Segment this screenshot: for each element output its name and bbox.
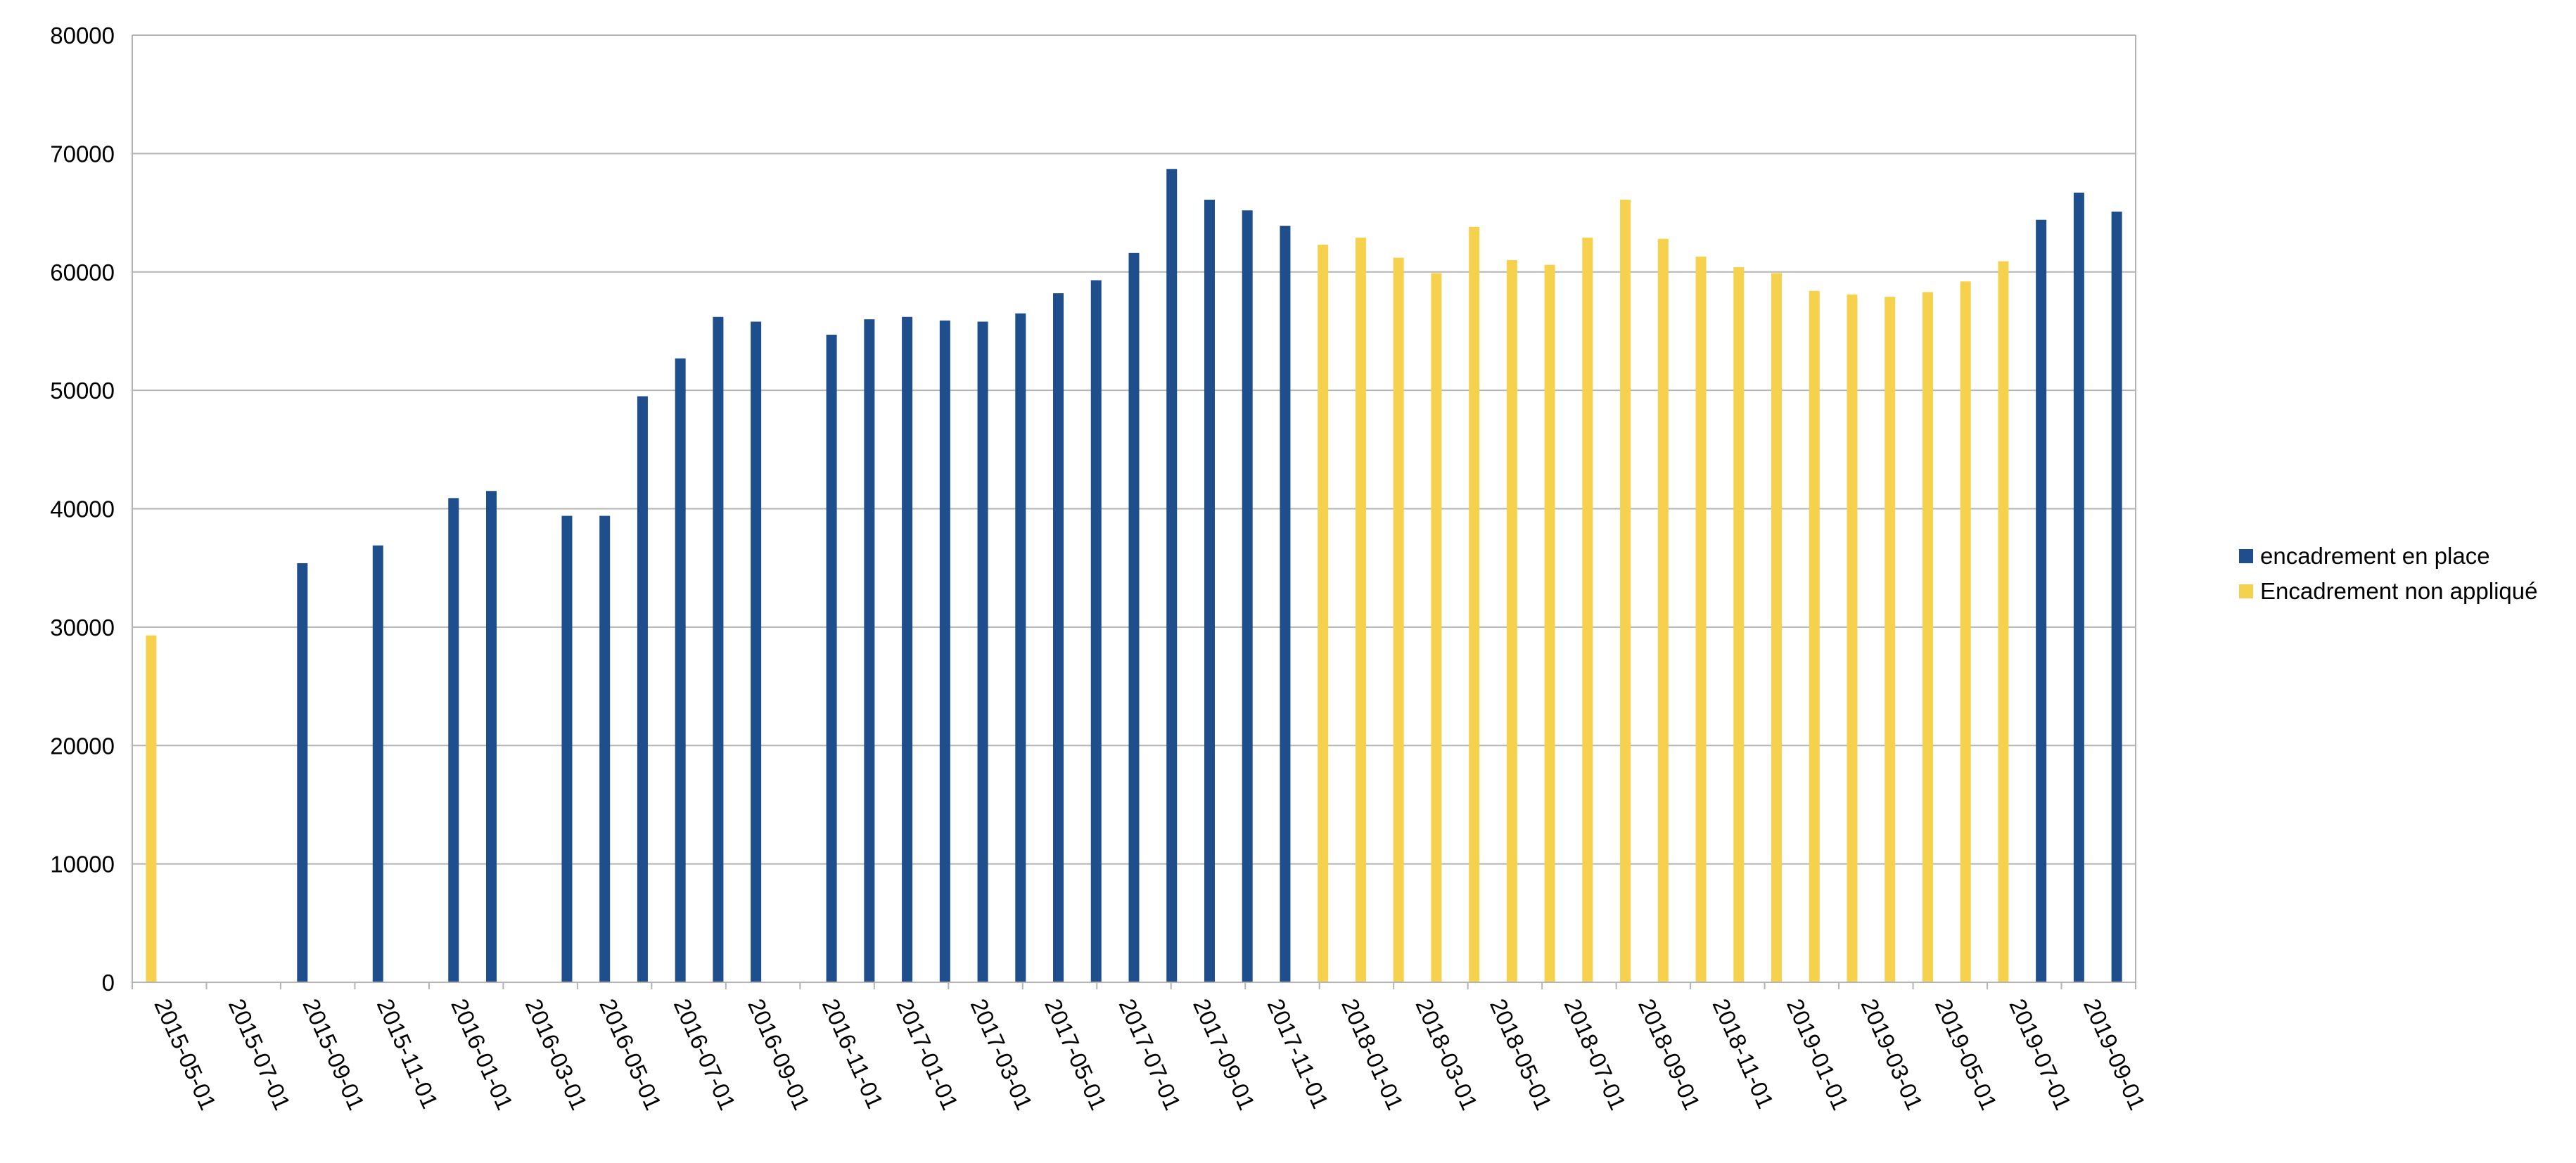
legend-label-series-1: encadrement en place (2260, 543, 2490, 569)
x-tick-label: 2017-03-01 (966, 995, 1038, 1114)
y-tick-label: 50000 (50, 378, 115, 404)
x-tick-label: 2017-07-01 (1114, 995, 1186, 1114)
bar-series-1 (1280, 226, 1291, 982)
x-tick-label: 2015-09-01 (298, 995, 369, 1114)
x-tick-label: 2019-05-01 (1930, 995, 2002, 1114)
legend-swatch-series-1 (2239, 549, 2253, 563)
y-tick-label: 80000 (50, 23, 115, 49)
x-tick-label: 2018-01-01 (1337, 995, 1408, 1114)
bar-series-1 (637, 396, 648, 982)
x-tick-label: 2016-11-01 (817, 995, 888, 1112)
bar-series-1 (1242, 210, 1253, 982)
bar-series-1 (448, 498, 459, 982)
x-tick-label: 2018-11-01 (1707, 995, 1778, 1112)
y-axis-ticks: 0 10000 20000 30000 40000 50000 60000 70000 8000… (50, 23, 115, 996)
y-tick-label: 0 (102, 970, 115, 996)
bar-series-1 (1053, 293, 1064, 982)
bar-series-1 (1015, 313, 1026, 982)
bar-series-1 (561, 515, 573, 982)
y-tick-label: 70000 (50, 141, 115, 167)
x-tick-label: 2017-05-01 (1040, 995, 1111, 1114)
x-axis-ticks: 2015-05-01 2015-07-01 2015-09-01 2015-11-01… (149, 995, 2150, 1114)
bar-series-2 (1847, 294, 1858, 983)
bar-series-1 (485, 491, 497, 982)
bars (146, 169, 2122, 983)
legend-label-series-2: Encadrement non appliqué (2260, 578, 2537, 604)
bar-series-1 (1090, 280, 1102, 982)
bar-series-2 (1431, 273, 1442, 983)
bar-series-2 (1620, 200, 1631, 982)
y-tick-label: 10000 (50, 852, 115, 878)
bar-series-2 (146, 635, 157, 982)
x-tick-label: 2019-07-01 (2004, 995, 2076, 1114)
bar-series-2 (1733, 267, 1745, 982)
bar-series-1 (2036, 219, 2047, 982)
legend: encadrement en place Encadrement non app… (2239, 543, 2537, 604)
bar-series-1 (2073, 192, 2084, 983)
bar-series-1 (826, 334, 837, 982)
bar-series-2 (1922, 292, 1933, 982)
legend-swatch-series-2 (2239, 584, 2253, 598)
x-tick-label: 2015-05-01 (149, 995, 221, 1114)
bar-series-1 (675, 358, 686, 982)
bar-series-2 (1393, 257, 1404, 982)
y-tick-label: 60000 (50, 259, 115, 285)
bar-series-1 (599, 515, 611, 982)
bar-series-1 (1128, 252, 1140, 982)
y-tick-label: 30000 (50, 615, 115, 641)
x-tick-label: 2019-03-01 (1856, 995, 1927, 1114)
bar-series-2 (1809, 290, 1820, 982)
bar-series-1 (977, 321, 988, 982)
x-tick-label: 2018-07-01 (1559, 995, 1631, 1114)
x-tick-label: 2017-11-01 (1263, 995, 1334, 1112)
bar-series-1 (713, 316, 724, 982)
x-tick-label: 2018-05-01 (1485, 995, 1557, 1114)
bar-series-2 (1355, 237, 1366, 982)
x-tick-label: 2016-09-01 (743, 995, 815, 1114)
x-tick-label: 2015-11-01 (372, 995, 443, 1112)
x-tick-label: 2016-01-01 (446, 995, 518, 1114)
bar-series-2 (1544, 264, 1555, 983)
bar-series-2 (1469, 226, 1480, 983)
x-tick-label: 2018-09-01 (1633, 995, 1705, 1114)
bar-series-1 (864, 319, 875, 983)
y-tick-label: 40000 (50, 496, 115, 522)
x-tick-label: 2019-09-01 (2079, 995, 2150, 1114)
x-tick-label: 2018-03-01 (1411, 995, 1483, 1114)
bar-series-2 (1657, 238, 1669, 983)
x-tick-label: 2017-09-01 (1188, 995, 1260, 1114)
axes (132, 35, 2136, 989)
bar-series-2 (1960, 281, 1971, 983)
bar-series-1 (939, 320, 950, 982)
bar-series-2 (1771, 273, 1783, 983)
y-tick-label: 20000 (50, 733, 115, 759)
x-tick-label: 2016-03-01 (521, 995, 592, 1114)
bar-series-1 (1166, 169, 1178, 982)
bar-series-1 (751, 321, 762, 982)
bar-series-2 (1506, 259, 1517, 983)
x-tick-label: 2019-01-01 (1782, 995, 1854, 1114)
bar-series-2 (1318, 245, 1329, 983)
bar-series-1 (902, 316, 913, 982)
x-tick-label: 2016-07-01 (669, 995, 741, 1114)
bar-series-1 (297, 563, 308, 982)
bar-series-2 (1695, 256, 1707, 983)
bar-series-2 (1582, 237, 1593, 982)
bar-series-2 (1998, 261, 2009, 983)
bar-series-1 (372, 545, 383, 982)
bar-series-1 (2111, 211, 2122, 982)
bar-series-2 (1885, 297, 1896, 982)
x-tick-label: 2016-05-01 (594, 995, 666, 1114)
bar-series-1 (1204, 200, 1215, 982)
x-tick-label: 2017-01-01 (891, 995, 963, 1114)
x-tick-label: 2015-07-01 (224, 995, 295, 1114)
